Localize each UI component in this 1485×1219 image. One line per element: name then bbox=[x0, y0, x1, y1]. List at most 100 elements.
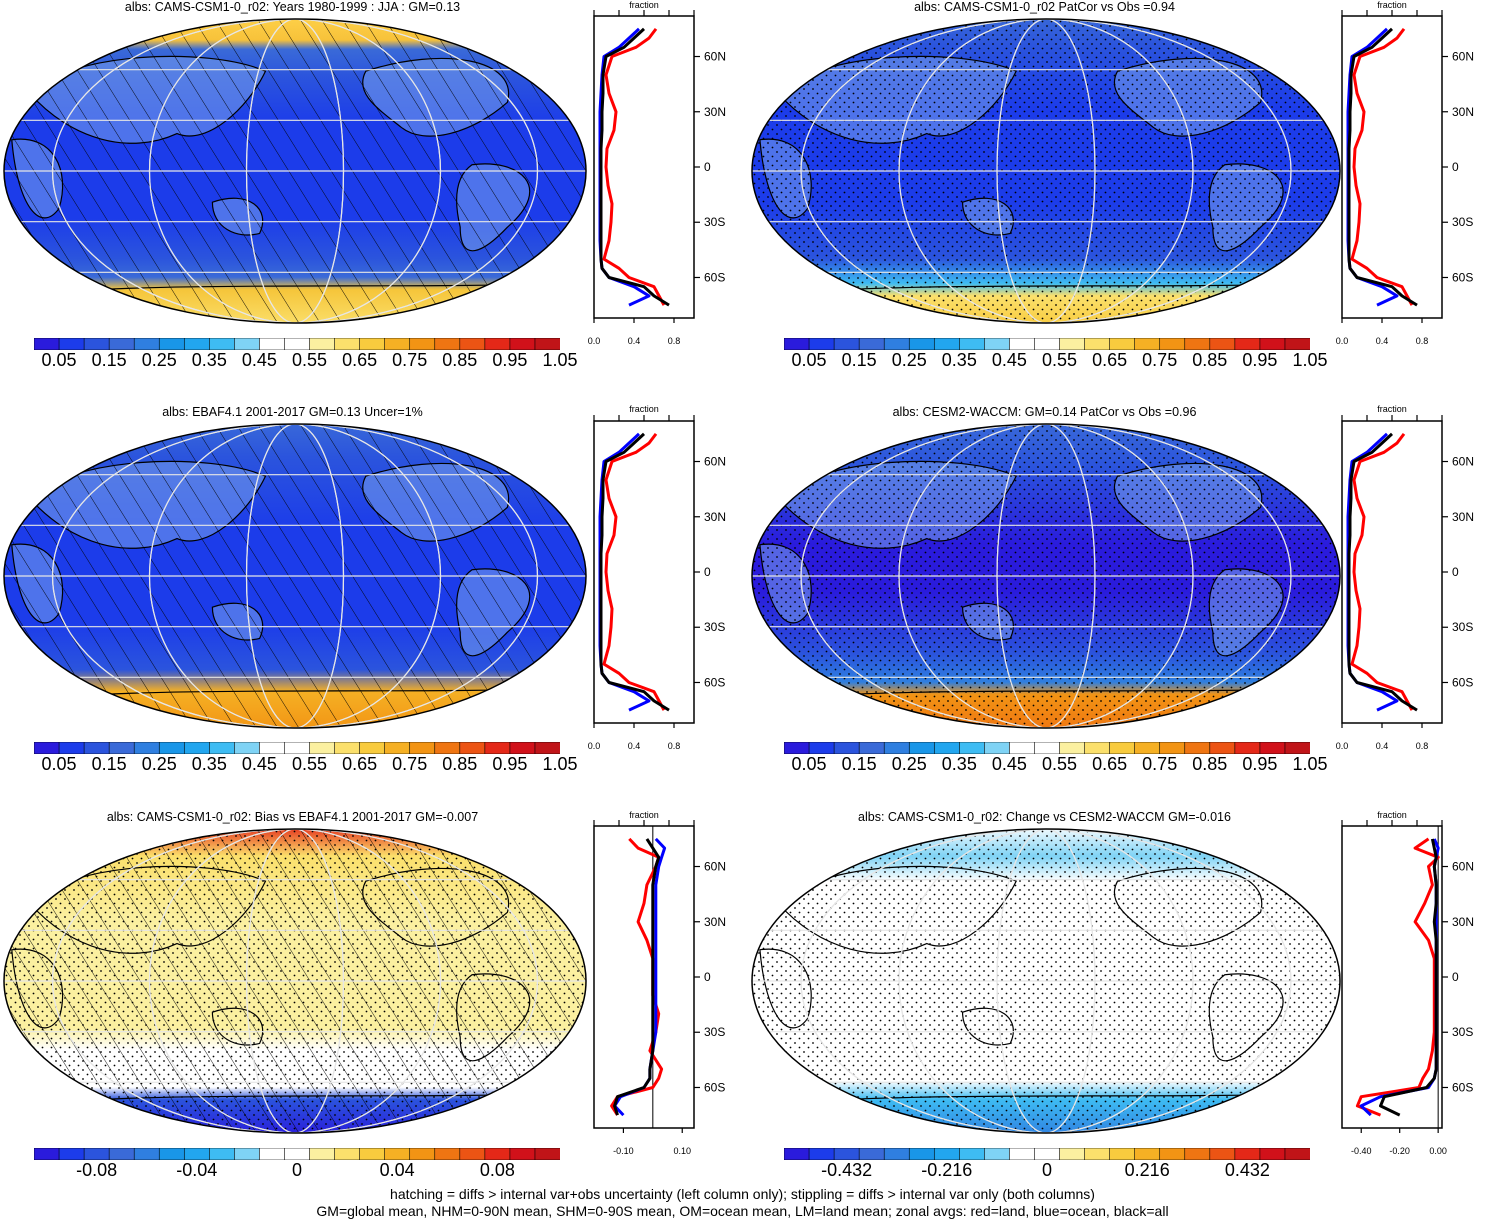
zonal-line-abs_all bbox=[599, 27, 670, 307]
colorbar-swatch bbox=[459, 1148, 486, 1160]
colorbar-swatch bbox=[158, 742, 186, 754]
colorbar-label: 0.25 bbox=[141, 754, 177, 774]
zonal-line-diff2_all bbox=[1379, 838, 1438, 1117]
zonal-ytick-label: 30S bbox=[704, 215, 725, 229]
zonal-label-1: fraction bbox=[629, 0, 659, 10]
colorbar-swatch bbox=[434, 742, 461, 754]
colorbar-swatch bbox=[984, 338, 1011, 350]
colorbar-swatch bbox=[133, 742, 161, 754]
colorbar-swatch bbox=[908, 1148, 936, 1160]
zonal-ytick-label: 0 bbox=[1452, 160, 1459, 174]
colorbar-label: 0.75 bbox=[392, 350, 428, 370]
graticule-lon bbox=[898, 829, 1194, 1133]
graticule-lon bbox=[800, 829, 1292, 1133]
colorbar-swatch bbox=[359, 742, 386, 754]
colorbar-swatch bbox=[1009, 742, 1036, 754]
colorbar-label: 0.05 bbox=[41, 350, 77, 370]
map-outline bbox=[3, 828, 587, 1134]
zonal-plot-5: 60N 30N 0 30S 60S -0.10 0.10 bbox=[593, 820, 726, 1156]
colorbar-swatch bbox=[1034, 1148, 1061, 1160]
colorbar-swatch bbox=[359, 1148, 386, 1160]
colorbar-label: 0.216 bbox=[1124, 1160, 1170, 1180]
colorbar-swatch bbox=[259, 1148, 286, 1160]
colorbar-label: 0.85 bbox=[442, 350, 478, 370]
zonal-xtick-label: 0.4 bbox=[628, 336, 641, 346]
colorbar-swatch bbox=[1184, 338, 1211, 350]
colorbar-swatch bbox=[959, 742, 986, 754]
map-field bbox=[4, 19, 586, 323]
colorbar-swatch bbox=[1134, 1148, 1161, 1160]
zonal-ytick-label: 60S bbox=[1452, 270, 1473, 284]
colorbar-label: 0.95 bbox=[492, 350, 528, 370]
zonal-ytick-label: 0 bbox=[704, 970, 711, 984]
colorbar-label: 0.35 bbox=[191, 754, 227, 774]
zonal-xtick-label: 0.8 bbox=[1416, 336, 1429, 346]
zonal-label-3: fraction bbox=[629, 404, 659, 414]
colorbar-swatch bbox=[309, 1148, 336, 1160]
colorbar-swatch bbox=[158, 1148, 186, 1160]
colorbar-label: 0.45 bbox=[241, 754, 277, 774]
colorbar-swatch bbox=[284, 338, 311, 350]
colorbar-swatch bbox=[509, 742, 536, 754]
colorbar-label: 0.85 bbox=[1192, 350, 1228, 370]
colorbar-swatch bbox=[808, 338, 835, 350]
colorbar-swatch bbox=[459, 338, 486, 350]
colorbar-swatch bbox=[34, 742, 60, 754]
colorbar-label: -0.08 bbox=[76, 1160, 118, 1180]
zonal-ytick-label: 30N bbox=[704, 105, 726, 119]
colorbar-5 bbox=[34, 1148, 560, 1160]
zonal-ytick-label: 0 bbox=[704, 565, 711, 579]
colorbar-swatch bbox=[959, 338, 986, 350]
colorbar-swatch bbox=[1009, 338, 1036, 350]
colorbar-swatch bbox=[209, 338, 236, 350]
colorbar-label: 0.95 bbox=[1242, 754, 1278, 774]
zonal-line-abs_land bbox=[1350, 432, 1414, 711]
colorbar-swatch bbox=[1059, 1148, 1086, 1160]
zonal-ytick-label: 60N bbox=[704, 455, 726, 469]
zonal-ytick-label: 60N bbox=[1452, 860, 1474, 874]
colorbar-label: 0.45 bbox=[991, 754, 1027, 774]
colorbar-swatch bbox=[858, 1148, 885, 1160]
footnote-line-1: hatching = diffs > internal var+obs unce… bbox=[390, 1186, 1095, 1202]
zonal-label-5: fraction bbox=[629, 810, 659, 820]
colorbar-swatch bbox=[58, 338, 85, 350]
colorbar-label: 0.55 bbox=[1041, 754, 1078, 774]
zonal-ytick-label: 60S bbox=[704, 1080, 725, 1094]
colorbar-3 bbox=[34, 742, 560, 754]
zonal-label-4: fraction bbox=[1377, 404, 1407, 414]
colorbar-label: 0.65 bbox=[1092, 350, 1128, 370]
colorbar-swatch bbox=[1284, 742, 1310, 754]
zonal-line-abs_land bbox=[602, 432, 666, 711]
panel-title-6: albs: CAMS-CSM1-0_r02: Change vs CESM2-W… bbox=[858, 810, 1231, 824]
colorbar-swatch bbox=[1209, 742, 1236, 754]
colorbar-label: 0.15 bbox=[91, 350, 127, 370]
colorbar-swatch bbox=[334, 742, 361, 754]
colorbar-swatch bbox=[409, 742, 436, 754]
colorbar-swatch bbox=[234, 1148, 261, 1160]
colorbar-label: 0.35 bbox=[191, 350, 227, 370]
colorbar-label: 0.55 bbox=[291, 350, 328, 370]
colorbar-swatch bbox=[883, 338, 911, 350]
zonal-ytick-label: 60S bbox=[1452, 1080, 1473, 1094]
colorbar-label: 1.05 bbox=[542, 350, 578, 370]
colorbar-swatch bbox=[58, 742, 85, 754]
graticule-lon bbox=[245, 829, 345, 1133]
colorbar-swatch bbox=[1159, 338, 1186, 350]
colorbar-swatch bbox=[1259, 742, 1286, 754]
zonal-plot-6: 60N 30N 0 30S 60S -0.40 -0.20 0.00 bbox=[1341, 820, 1474, 1156]
zonal-ytick-label: 30N bbox=[1452, 915, 1474, 929]
zonal-ytick-label: 30S bbox=[1452, 215, 1473, 229]
colorbar-label: 0.05 bbox=[791, 754, 827, 774]
panel-title-5: albs: CAMS-CSM1-0_r02: Bias vs EBAF4.1 2… bbox=[106, 810, 479, 824]
zonal-line-abs_all bbox=[1347, 432, 1418, 712]
colorbar-label: 0.08 bbox=[479, 1160, 515, 1180]
colorbar-swatch bbox=[1134, 742, 1161, 754]
colorbar-swatch bbox=[284, 742, 311, 754]
colorbar-label: 0.85 bbox=[442, 754, 478, 774]
colorbar-swatch bbox=[933, 1148, 961, 1160]
map-field bbox=[4, 829, 586, 1133]
colorbar-swatch bbox=[484, 338, 511, 350]
colorbar-swatch bbox=[1259, 338, 1286, 350]
colorbar-swatch bbox=[1234, 742, 1261, 754]
colorbar-swatch bbox=[34, 1148, 60, 1160]
